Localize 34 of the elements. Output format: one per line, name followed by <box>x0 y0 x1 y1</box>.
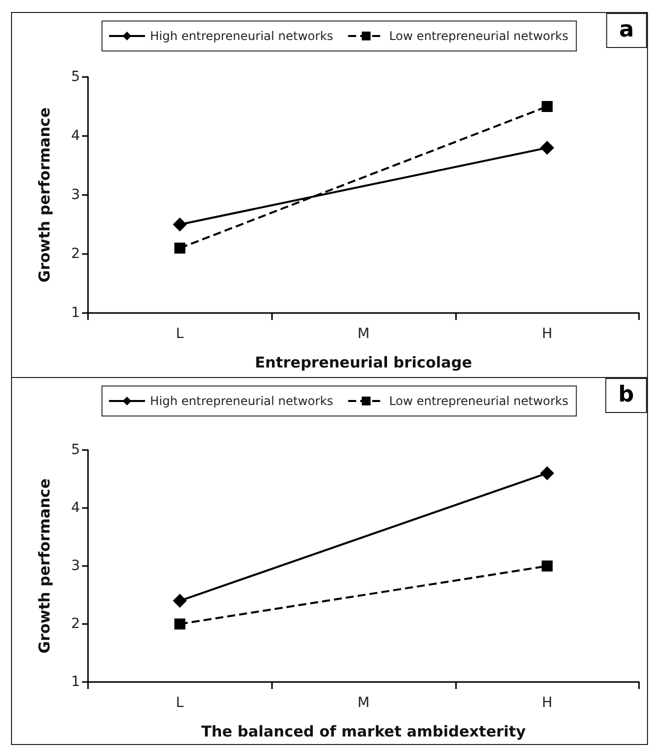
y-axis-title: Growth performance <box>36 108 54 282</box>
point <box>174 618 186 630</box>
x-tick-label: L <box>176 695 184 711</box>
text: b <box>618 382 634 408</box>
y-tick-label: 4 <box>71 128 80 144</box>
point <box>542 560 553 572</box>
point <box>540 140 554 155</box>
y-tick-label: 1 <box>71 674 80 690</box>
x-tick-label: H <box>542 326 552 342</box>
x-tick-label: L <box>176 326 184 342</box>
legend-label: High entrepreneurial networks <box>150 394 334 408</box>
point <box>542 101 553 112</box>
legend-label: High entrepreneurial networks <box>150 29 334 43</box>
point <box>172 218 187 232</box>
point <box>172 594 187 608</box>
point <box>540 466 554 480</box>
y-axis-title: Growth performance <box>36 478 54 654</box>
x-tick-label: H <box>542 695 552 711</box>
text: a <box>619 18 634 42</box>
legend-label: Low entrepreneurial networks <box>389 29 568 43</box>
y-tick-label: 3 <box>71 558 80 574</box>
point <box>174 242 186 254</box>
y-tick-label: 2 <box>71 246 80 262</box>
x-axis-title: Entrepreneurial bricolage <box>254 354 472 372</box>
x-axis-title: The balanced of market ambidexterity <box>201 722 526 740</box>
x-tick-label: M <box>357 326 370 342</box>
legend-label: Low entrepreneurial networks <box>389 394 568 408</box>
y-tick-label: 5 <box>71 69 80 85</box>
y-tick-label: 5 <box>71 442 80 458</box>
x-tick-label: M <box>357 695 370 711</box>
y-tick-label: 4 <box>71 500 80 516</box>
y-tick-label: 3 <box>71 187 80 203</box>
y-tick-label: 1 <box>71 305 80 321</box>
y-tick-label: 2 <box>71 616 80 632</box>
